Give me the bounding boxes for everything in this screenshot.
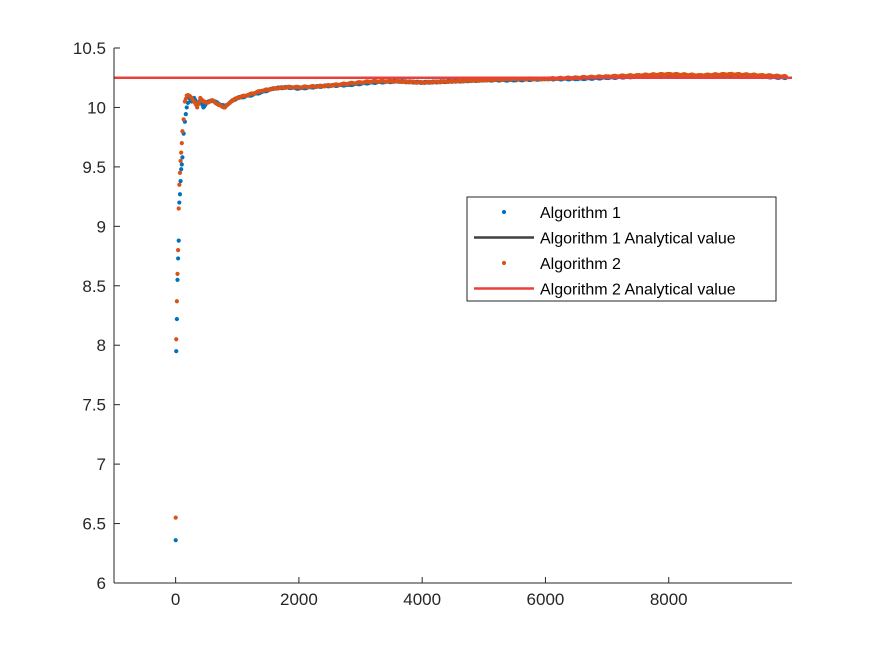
legend-label: Algorithm 1 [540,205,621,222]
data-point [177,170,183,175]
data-point [173,538,178,543]
x-tick-label: 4000 [403,590,441,609]
legend-marker-swatch [501,260,507,266]
data-point [184,105,189,110]
data-point [179,162,184,167]
data-point [177,192,183,197]
y-tick-label: 6.5 [82,515,106,534]
data-point [180,155,185,160]
legend-box [466,196,777,302]
axes: 0 2000 4000 6000 8000 6 6.5 7 7.5 8 8.5 9 9.5 10 10.5 [73,39,792,609]
legend-label: Algorithm 2 Analytical value [540,282,736,299]
data-point [176,256,181,261]
data-point [174,299,179,304]
y-tick-label: 7 [97,455,106,474]
y-tick-label: 10.5 [73,39,106,58]
x-tick-label: 8000 [650,590,688,609]
legend-marker-swatch [501,209,507,215]
data-point [178,179,183,184]
legend: Algorithm 1 Algorithm 1 Analytical value A… [466,196,777,302]
data-point [176,238,181,243]
x-tick-label: 6000 [527,590,565,609]
data-point [174,337,179,342]
y-tick-label: 9.5 [82,158,106,177]
data-point [179,150,184,155]
x-tick-label: 0 [171,590,180,609]
legend-label: Algorithm 2 [540,256,621,273]
y-tick-label: 7.5 [82,396,106,415]
y-tick-label: 10 [87,98,106,117]
data-point [175,277,180,282]
legend-label: Algorithm 1 Analytical value [540,231,736,248]
data-point [173,515,178,520]
data-point [183,112,188,117]
plot-area [114,71,792,543]
data-point [175,271,180,276]
data-point [183,96,188,101]
data-point [176,206,181,211]
y-tick-label: 8.5 [82,277,106,296]
data-point [181,117,186,122]
y-tick-label: 8 [97,336,106,355]
data-point [176,248,181,253]
data-point [195,105,200,110]
x-tick-label: 2000 [280,590,318,609]
data-point [178,158,183,164]
data-point [179,167,184,172]
data-point [174,316,179,322]
data-point [179,141,184,146]
y-tick-label: 6 [97,574,106,593]
data-point [177,182,182,187]
data-point [180,129,185,134]
y-tick-label: 9 [97,217,106,236]
data-point [177,200,182,205]
data-point [174,349,179,354]
